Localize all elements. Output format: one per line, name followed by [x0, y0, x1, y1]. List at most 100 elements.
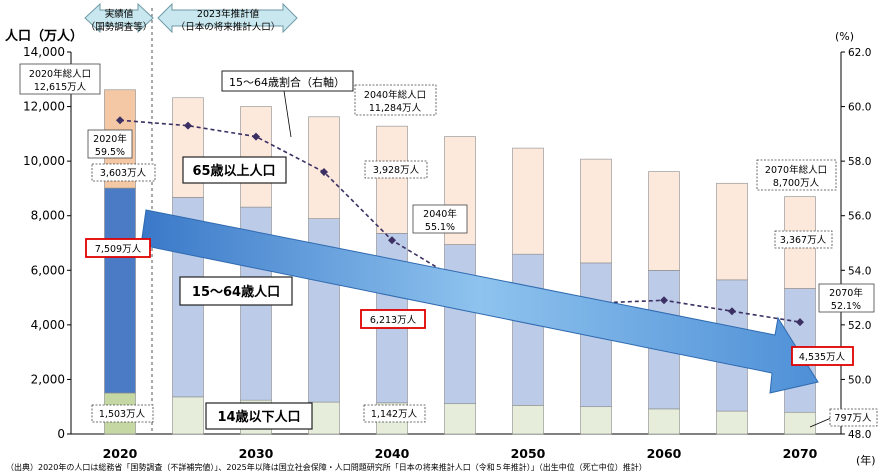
- left-tick-label: 10,000: [23, 154, 65, 168]
- left-tick-label: 12,000: [23, 100, 65, 114]
- ratio-line-label: 15～64歳割合（右軸）: [221, 70, 354, 138]
- work-2070-text: 4,535万人: [799, 352, 846, 363]
- right-y-axis-ticks: 48.0 50.0 52.0 54.0 56.0 58.0 60.0 62.0: [841, 47, 871, 441]
- total-2020-line2: 12,615万人: [34, 82, 87, 93]
- bar-young-2060: [648, 408, 680, 435]
- left-tick-label: 8,000: [31, 209, 65, 223]
- right-tick-label: 60.0: [848, 102, 871, 114]
- ratio-point-2065: [728, 307, 736, 316]
- ratio-point-2025: [184, 121, 192, 130]
- ratio-line: [119, 119, 801, 323]
- x-axis-unit: (年): [856, 453, 876, 467]
- ratio-point-2070: [796, 318, 804, 327]
- old-2040-text: 3,928万人: [373, 165, 420, 176]
- total-2040-callout: 2040年総人口 11,284万人: [354, 84, 437, 116]
- bar-old-2060: [648, 171, 680, 271]
- young-2040-text: 1,142万人: [371, 409, 418, 420]
- work-2040-label: 6,213万人: [360, 309, 426, 329]
- source-note: （出典）2020年の人口は総務省「国勢調査（不詳補完値）」、2025年以降は国立…: [6, 462, 647, 472]
- bar-young-2065: [716, 410, 748, 435]
- left-tick-label: 2,000: [31, 372, 65, 386]
- bar-old-2065: [716, 182, 748, 281]
- band-label-old-text: 65歳以上人口: [192, 163, 275, 179]
- old-2020-label: 3,603万人: [91, 163, 156, 182]
- bar-old-2055: [580, 158, 612, 264]
- band-label-working: 15～64歳人口: [179, 276, 293, 306]
- old-2020-text: 3,603万人: [100, 168, 147, 179]
- ratio-line-label-text: 15～64歳割合（右軸）: [229, 75, 345, 89]
- right-axis-label: (%): [835, 30, 854, 43]
- old-2040-label: 3,928万人: [364, 160, 428, 179]
- stacked-bars: [104, 89, 816, 435]
- bar-young-2035: [308, 401, 340, 435]
- ratio-2040-callout: 2040年 55.1%: [412, 204, 468, 234]
- x-tick-label: 2020: [103, 446, 138, 461]
- actual-header-line1: 実績値: [105, 8, 134, 20]
- work-2040-text: 6,213万人: [370, 315, 417, 326]
- band-label-young-text: 14歳以下人口: [217, 409, 300, 425]
- ratio-point-2035: [320, 168, 328, 177]
- young-2070-text: 797万人: [834, 413, 872, 424]
- total-2070-line2: 8,700万人: [773, 178, 820, 189]
- bar-working-2020: [104, 187, 136, 394]
- total-2070-line1: 2070年総人口: [765, 164, 827, 176]
- bar-old-2035: [308, 116, 340, 219]
- right-tick-label: 58.0: [848, 156, 871, 168]
- right-tick-label: 52.0: [848, 320, 871, 332]
- ratio-2040-line1: 2040年: [423, 208, 457, 220]
- actual-header-line2: （国勢調査等）: [86, 21, 153, 33]
- bar-young-2070: [784, 411, 816, 435]
- bar-working-2045: [444, 244, 476, 405]
- x-tick-label: 2060: [647, 446, 682, 461]
- bar-old-2040: [376, 125, 408, 234]
- projected-header-line2: （日本の将来推計人口）: [176, 21, 281, 33]
- total-2070-callout: 2070年総人口 8,700万人: [756, 159, 837, 191]
- young-2020-label: 1,503万人: [91, 404, 154, 423]
- ratio-point-2040: [388, 236, 396, 245]
- right-tick-label: 50.0: [848, 374, 871, 386]
- ratio-2070-callout: 2070年 52.1%: [818, 283, 875, 313]
- right-tick-label: 48.0: [848, 429, 871, 441]
- work-2020-text: 7,509万人: [95, 244, 142, 255]
- x-tick-label: 2070: [783, 446, 818, 461]
- bar-young-2050: [512, 405, 544, 435]
- band-label-working-text: 15～64歳人口: [192, 284, 280, 300]
- bar-young-2055: [580, 406, 612, 435]
- young-2070-label: 797万人: [809, 408, 878, 428]
- right-tick-label: 54.0: [848, 265, 871, 277]
- ratio-2070-line1: 2070年: [829, 287, 863, 299]
- ratio-2020-callout: 2020年 59.5%: [87, 129, 133, 159]
- band-label-old: 65歳以上人口: [182, 156, 287, 184]
- left-y-axis-ticks: 0 2,000 4,000 6,000 8,000 10,000 12,000 14,000: [23, 45, 71, 441]
- bar-working-2050: [512, 253, 544, 406]
- working-age-decline-arrow: [140, 209, 819, 394]
- left-tick-label: 0: [57, 427, 65, 441]
- total-2020-line1: 2020年総人口: [29, 68, 91, 80]
- left-axis-label: 人口（万人）: [5, 28, 83, 44]
- old-2070-label: 3,367万人: [774, 230, 833, 249]
- right-tick-label: 62.0: [848, 47, 871, 59]
- left-tick-label: 6,000: [31, 263, 65, 277]
- projected-header-line1: 2023年推計値: [197, 8, 260, 20]
- x-tick-label: 2030: [239, 446, 274, 461]
- work-2020-label: 7,509万人: [85, 238, 151, 258]
- total-2040-line1: 2040年総人口: [364, 89, 426, 101]
- left-tick-label: 14,000: [23, 45, 65, 59]
- bar-old-2050: [512, 147, 544, 255]
- young-2020-text: 1,503万人: [99, 409, 146, 420]
- old-2070-text: 3,367万人: [780, 235, 827, 246]
- ratio-2070-line2: 52.1%: [831, 301, 861, 312]
- band-label-young: 14歳以下人口: [205, 402, 313, 430]
- bar-young-2045: [444, 403, 476, 435]
- work-2070-label: 4,535万人: [791, 346, 854, 366]
- young-2040-label: 1,142万人: [363, 404, 426, 423]
- left-tick-label: 4,000: [31, 318, 65, 332]
- x-axis-ticks: 2020 2030 2040 2050 2060 2070: [103, 446, 818, 461]
- bar-young-2025: [172, 396, 204, 435]
- ratio-point-2030: [252, 132, 260, 141]
- x-tick-label: 2050: [511, 446, 546, 461]
- total-2020-callout: 2020年総人口 12,615万人: [19, 63, 101, 95]
- total-2040-line2: 11,284万人: [369, 103, 422, 114]
- projected-header: 2023年推計値 （日本の将来推計人口）: [157, 2, 298, 34]
